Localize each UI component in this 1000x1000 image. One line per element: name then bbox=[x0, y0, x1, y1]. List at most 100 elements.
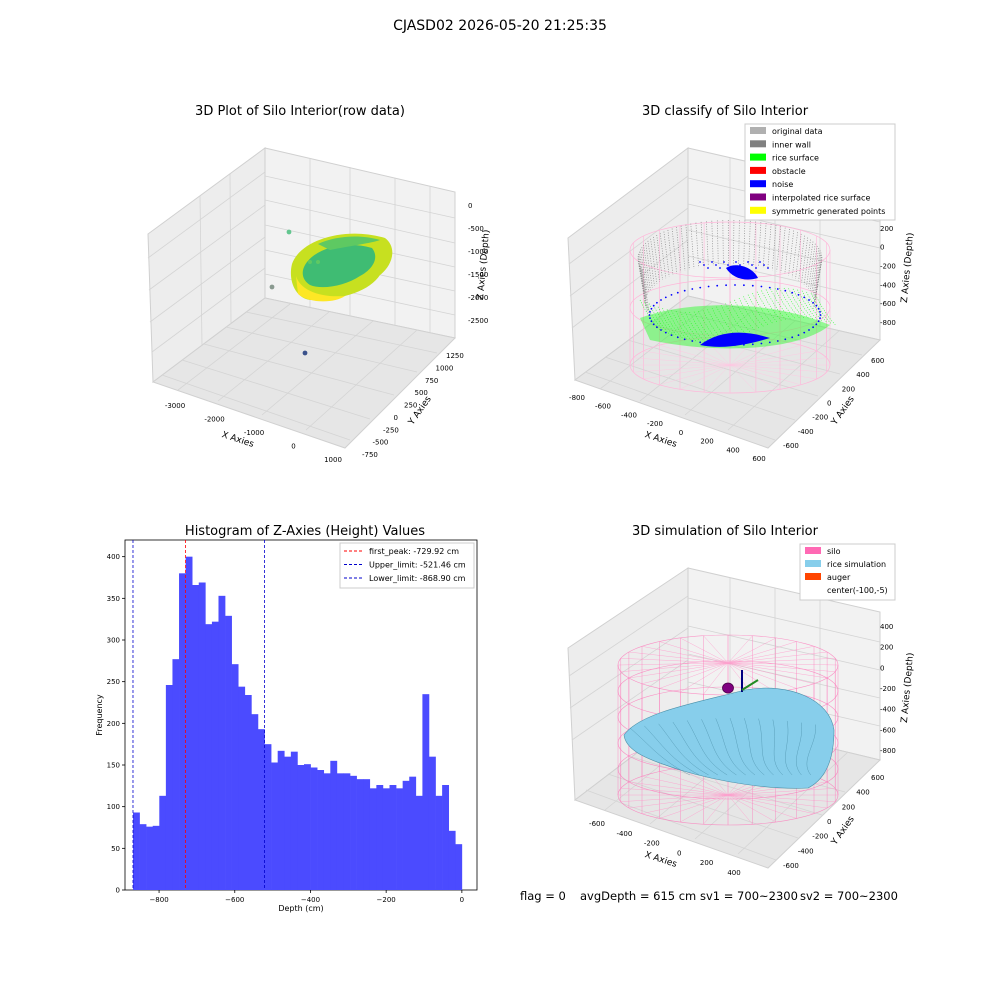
panel4-silo-roof-spoke bbox=[727, 646, 815, 664]
panel2-scene bbox=[629, 219, 836, 394]
panel2-rice-surface-point bbox=[698, 311, 719, 342]
panel2-inner-wall-point bbox=[776, 226, 782, 272]
panel2-legend-label: rice surface bbox=[772, 154, 819, 163]
panel4-ytick-label: 600 bbox=[871, 774, 884, 782]
panel2-inner-wall-point bbox=[803, 239, 811, 285]
panel2-xtick-label: 600 bbox=[752, 455, 765, 463]
histogram-bar bbox=[198, 582, 206, 890]
panel2-legend-swatch bbox=[750, 153, 766, 161]
panel2-rice-surface-point bbox=[702, 310, 724, 341]
panel4-legend-label: auger bbox=[827, 573, 851, 582]
panel2-ytick-label: -600 bbox=[783, 442, 799, 450]
panel2-noise-point bbox=[817, 320, 820, 323]
panel2-noise-point bbox=[776, 340, 779, 342]
panel2-noise-point bbox=[676, 291, 679, 294]
panel2-inner-wall-point bbox=[695, 222, 699, 268]
panel2-noise-point bbox=[683, 289, 686, 292]
histogram-bar bbox=[244, 695, 252, 890]
panel2-ytick-label: 0 bbox=[827, 400, 831, 408]
histogram-bar bbox=[455, 844, 463, 890]
panel4-silo-roof-spoke bbox=[703, 635, 729, 664]
panel1-xtick-label: 1000 bbox=[324, 456, 342, 464]
panel2-inner-wall-point bbox=[809, 245, 818, 291]
panel4-xtick-label: 0 bbox=[677, 849, 681, 857]
panel2-noise-point bbox=[803, 331, 806, 334]
panel2-legend-swatch bbox=[750, 140, 766, 148]
panel2-zlabel: Z Axies (Depth) bbox=[900, 232, 916, 303]
panel2-noise-point bbox=[719, 267, 721, 269]
panel1-cloud-crescent bbox=[296, 276, 345, 302]
panel1-floor-pane bbox=[151, 297, 457, 449]
panel2-noise-point bbox=[652, 304, 655, 307]
panel2-xtick-label: -400 bbox=[621, 411, 637, 419]
histogram-bar bbox=[277, 750, 285, 890]
panel2-silo-floor-spoke bbox=[703, 364, 731, 393]
histogram-bar bbox=[317, 770, 325, 890]
panel4-xtick-label: 400 bbox=[727, 869, 740, 877]
panel2-rice-surface-point bbox=[806, 291, 827, 323]
panel4-silo-floor-spoke bbox=[703, 794, 729, 825]
panel2-noise-point bbox=[691, 288, 694, 290]
panel4-silo-floor-spoke bbox=[727, 788, 836, 796]
panel4-silo-floor-spoke bbox=[620, 788, 729, 796]
histogram-bar bbox=[396, 788, 403, 890]
panel2-noise-point bbox=[768, 286, 771, 289]
panel4-center-marker bbox=[722, 682, 734, 694]
panel2-rice-surface-point bbox=[738, 297, 760, 329]
panel4-legend: silo rice simulation auger center(-100,-5) bbox=[799, 543, 896, 601]
panel2-silo-floor-spoke bbox=[729, 364, 827, 373]
panel2-noise-cluster bbox=[700, 332, 770, 347]
panel2-noise-point bbox=[699, 261, 701, 263]
histogram-ytick-label: 150 bbox=[107, 762, 120, 770]
histogram-bar bbox=[146, 826, 154, 890]
panel2-inner-wall-point bbox=[771, 225, 777, 271]
panel2-noise-point bbox=[812, 301, 814, 304]
panel2-rice-surface-point bbox=[815, 294, 836, 326]
panel4-silo-floor-spoke bbox=[727, 794, 797, 819]
panel3-title: Histogram of Z-Axies (Height) Values bbox=[184, 524, 426, 539]
panel1-zlabel: Z Axies (Depth) bbox=[476, 229, 492, 300]
panel2-inner-wall-point bbox=[650, 238, 658, 284]
panel2-noise-point bbox=[797, 334, 800, 336]
panel4-silo-roof-spoke bbox=[727, 662, 836, 672]
panel4-rice-mesh-line bbox=[658, 723, 709, 776]
panel2-noise-point bbox=[664, 296, 667, 299]
panel2-inner-wall-point bbox=[638, 253, 647, 299]
panel2-noise-point bbox=[650, 320, 653, 323]
panel4-silo-floor-spoke bbox=[727, 794, 836, 802]
panel2-rice-surface-point bbox=[810, 293, 832, 324]
panel2-rice-surface-point bbox=[774, 288, 796, 319]
panel2-xtick-label: -800 bbox=[569, 394, 585, 402]
panel2-noise-point bbox=[760, 342, 763, 345]
panel4-silo-roof-spoke bbox=[620, 658, 729, 664]
panel4-xtick-label: -600 bbox=[589, 820, 605, 828]
histogram-ytick-label: 350 bbox=[107, 595, 120, 603]
panel4-silo-roof-spoke bbox=[641, 646, 729, 664]
panel2-rice-surface-point bbox=[770, 288, 791, 319]
panel2-title: 3D classify of Silo Interior bbox=[641, 104, 809, 119]
panel1-ztick-label: -1500 bbox=[468, 271, 488, 279]
panel1-data-cloud bbox=[269, 229, 393, 356]
panel1-cloud-band bbox=[318, 236, 380, 250]
histogram-bar bbox=[356, 779, 364, 890]
panel1-ytick-label: 1250 bbox=[446, 352, 464, 360]
panel2-inner-wall-point bbox=[711, 220, 714, 266]
panel4-legend-entries: silo rice simulation auger center(-100,-5) bbox=[805, 547, 888, 595]
panel2-noise-point bbox=[670, 334, 673, 336]
histogram-bar bbox=[205, 624, 213, 890]
panel2-inner-wall-point bbox=[798, 235, 805, 281]
panel2-ytick-label: 400 bbox=[856, 371, 869, 379]
status-sv1: sv1 = 700~2300 bbox=[700, 889, 798, 903]
panel2-xtick-label: 0 bbox=[679, 429, 683, 437]
panel2-inner-wall-point bbox=[638, 251, 647, 297]
panel4-rice-mesh-line bbox=[772, 719, 783, 776]
panel1-xtick-label: -3000 bbox=[165, 402, 185, 410]
status-flag: flag = 0 bbox=[520, 889, 566, 903]
panel2-noise-point bbox=[747, 261, 749, 263]
panel2-ylabel: Y Axies bbox=[829, 394, 857, 427]
panel2-inner-wall-point bbox=[813, 252, 822, 298]
panel2-noise-point bbox=[676, 336, 679, 339]
panel2-noise-point bbox=[751, 264, 753, 266]
panel4-ytick-label: 400 bbox=[856, 789, 869, 797]
histogram-bar bbox=[330, 760, 338, 890]
